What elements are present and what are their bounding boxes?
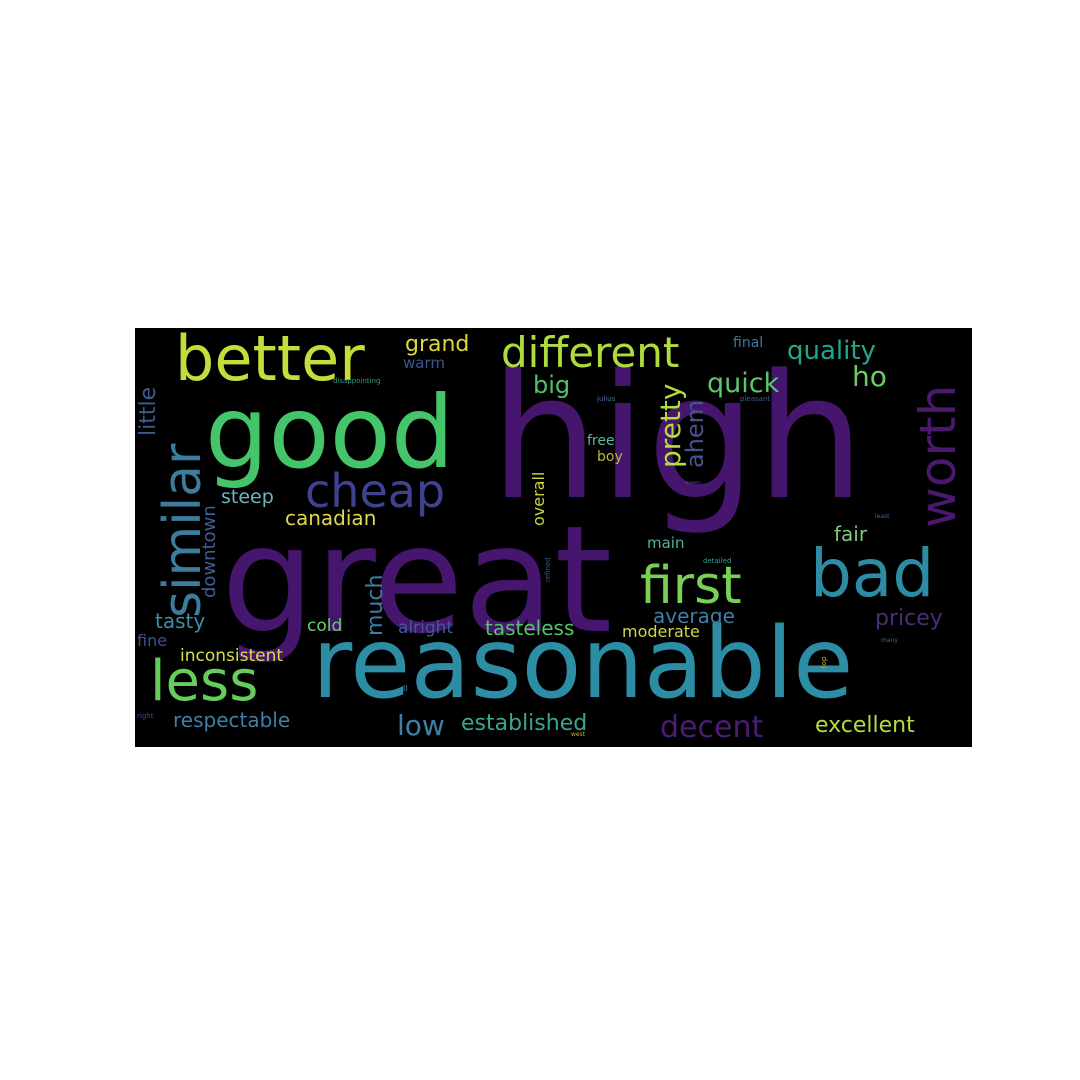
word-grand: grand bbox=[405, 332, 470, 357]
word-downtown: downtown bbox=[199, 505, 220, 598]
word-worth: worth bbox=[909, 384, 967, 528]
word-cold: cold bbox=[307, 616, 343, 636]
word-pleasant: pleasant bbox=[740, 395, 771, 403]
word-moderate: moderate bbox=[622, 622, 700, 641]
word-first: first bbox=[640, 556, 742, 616]
word-high: high bbox=[490, 337, 865, 538]
word-quick: quick bbox=[707, 368, 780, 399]
word-queen: queen bbox=[685, 480, 701, 486]
word-good: good bbox=[205, 374, 455, 491]
word-main: main bbox=[647, 534, 685, 552]
word-much: much bbox=[363, 574, 388, 636]
word-warm: warm bbox=[403, 354, 445, 372]
word-top: top bbox=[820, 656, 828, 668]
word-excellent: excellent bbox=[815, 713, 915, 738]
word-tasteless: tasteless bbox=[485, 616, 575, 640]
word-detailed: detailed bbox=[703, 557, 732, 565]
word-great: great bbox=[221, 494, 613, 666]
word-reasonable: reasonable bbox=[312, 607, 854, 721]
word-canadian: canadian bbox=[285, 506, 377, 530]
word-right: right bbox=[137, 712, 154, 720]
word-alright: alright bbox=[398, 618, 454, 638]
word-west: west bbox=[571, 731, 586, 738]
word-tasty: tasty bbox=[155, 609, 206, 633]
word-boy: boy bbox=[597, 449, 623, 465]
word-respectable: respectable bbox=[173, 708, 291, 732]
word-cheap: cheap bbox=[305, 464, 446, 518]
word-low: low bbox=[397, 709, 445, 742]
word-quality: quality bbox=[787, 336, 876, 366]
word-fine: fine bbox=[137, 631, 168, 650]
word-big: big bbox=[533, 371, 571, 399]
word-better: better bbox=[175, 328, 365, 395]
word-established: established bbox=[461, 711, 588, 736]
word-refined: refined bbox=[544, 557, 552, 582]
word-less: less bbox=[150, 649, 259, 714]
word-julius: julius bbox=[597, 395, 616, 403]
word-average: average bbox=[653, 604, 735, 628]
word-final: final bbox=[733, 335, 764, 351]
word-many: many bbox=[881, 637, 898, 644]
word-steep: steep bbox=[221, 486, 274, 508]
word-inconsistent: inconsistent bbox=[180, 646, 284, 666]
word-fair: fair bbox=[834, 522, 868, 546]
word-least: least bbox=[875, 513, 890, 520]
word-cloud: high great reasonable good better bad fi… bbox=[135, 328, 972, 747]
word-ho: ho bbox=[852, 360, 887, 393]
word-decent: decent bbox=[660, 710, 764, 745]
word-ahem: ahem bbox=[681, 399, 709, 468]
word-bad: bad bbox=[810, 535, 935, 612]
word-pricey: pricey bbox=[875, 606, 943, 631]
word-free: free bbox=[587, 433, 615, 449]
word-different: different bbox=[501, 328, 680, 377]
word-overall: overall bbox=[529, 471, 548, 526]
word-little: little bbox=[136, 386, 161, 436]
word-disappointing: disappointing bbox=[333, 377, 381, 385]
word-ll: ll bbox=[403, 684, 408, 693]
